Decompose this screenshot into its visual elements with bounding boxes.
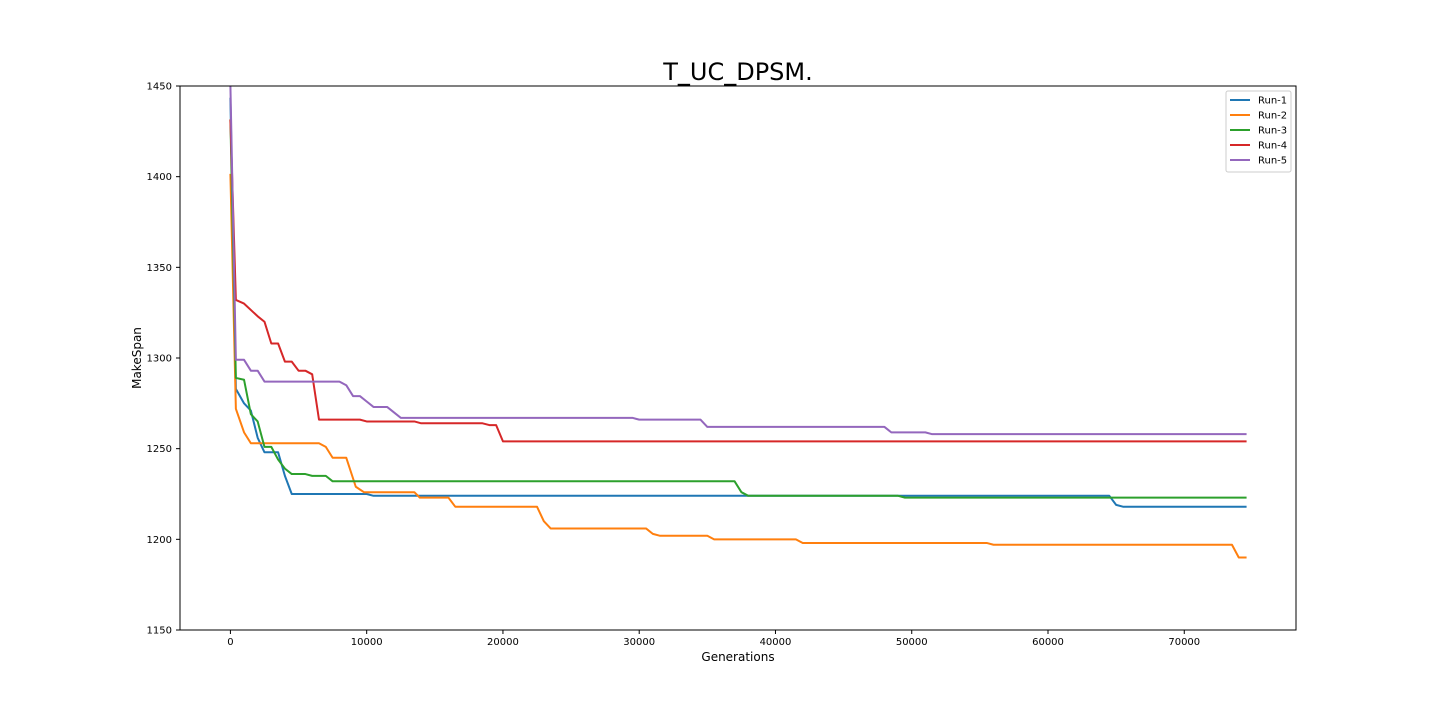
x-tick-label: 70000 — [1168, 637, 1200, 648]
x-tick-label: 20000 — [487, 637, 519, 648]
y-tick-label: 1200 — [147, 535, 172, 546]
plot-background — [180, 86, 1296, 630]
y-tick-label: 1250 — [147, 444, 172, 455]
legend-label: Run-1 — [1258, 96, 1287, 107]
legend-label: Run-3 — [1258, 126, 1287, 137]
x-tick-label: 10000 — [351, 637, 383, 648]
series-layer — [229, 86, 1247, 559]
x-tick-label: 30000 — [623, 637, 655, 648]
y-tick-label: 1400 — [147, 172, 172, 183]
y-tick-label: 1350 — [147, 263, 172, 274]
x-tick-label: 60000 — [1032, 637, 1064, 648]
series-line-run-3 — [229, 119, 1247, 499]
y-tick-label: 1300 — [147, 354, 172, 365]
y-axis: 1150 1200 1250 1300 1350 1400 1450 — [147, 82, 180, 637]
series-line-run-4 — [229, 119, 1247, 443]
y-axis-label: MakeSpan — [130, 327, 144, 389]
x-axis-label: Generations — [701, 650, 774, 664]
x-tick-label: 50000 — [896, 637, 928, 648]
x-tick-label: 0 — [227, 637, 233, 648]
legend-label: Run-5 — [1258, 156, 1287, 167]
series-line-run-2 — [229, 173, 1247, 559]
y-tick-label: 1450 — [147, 82, 172, 93]
legend-label: Run-4 — [1258, 141, 1287, 152]
y-tick-label: 1150 — [147, 626, 172, 637]
plot-area — [180, 86, 1296, 630]
series-line-run-5 — [229, 86, 1247, 436]
x-axis: 0 10000 20000 30000 40000 50000 60000 70000 — [227, 630, 1200, 648]
legend-label: Run-2 — [1258, 111, 1287, 122]
legend-box — [1225, 90, 1292, 173]
legend: Run-1 Run-2 Run-3 Run-4 Run-5 — [1225, 90, 1292, 173]
x-tick-label: 40000 — [760, 637, 792, 648]
chart-title: T_UC_DPSM. — [662, 58, 813, 86]
